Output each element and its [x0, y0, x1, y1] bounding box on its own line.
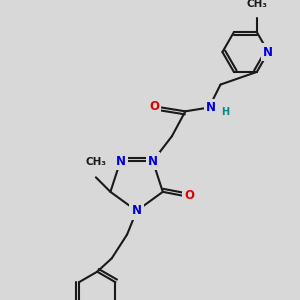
Text: N: N: [206, 101, 216, 114]
Text: N: N: [116, 154, 125, 168]
Text: CH₃: CH₃: [85, 157, 106, 166]
Text: O: O: [184, 189, 195, 202]
Text: N: N: [148, 154, 158, 168]
Text: methyl: methyl: [93, 167, 98, 168]
Text: N: N: [132, 204, 142, 218]
Text: H: H: [221, 107, 229, 117]
Text: N: N: [263, 46, 273, 59]
Text: CH₃: CH₃: [246, 0, 267, 9]
Text: O: O: [149, 100, 159, 113]
